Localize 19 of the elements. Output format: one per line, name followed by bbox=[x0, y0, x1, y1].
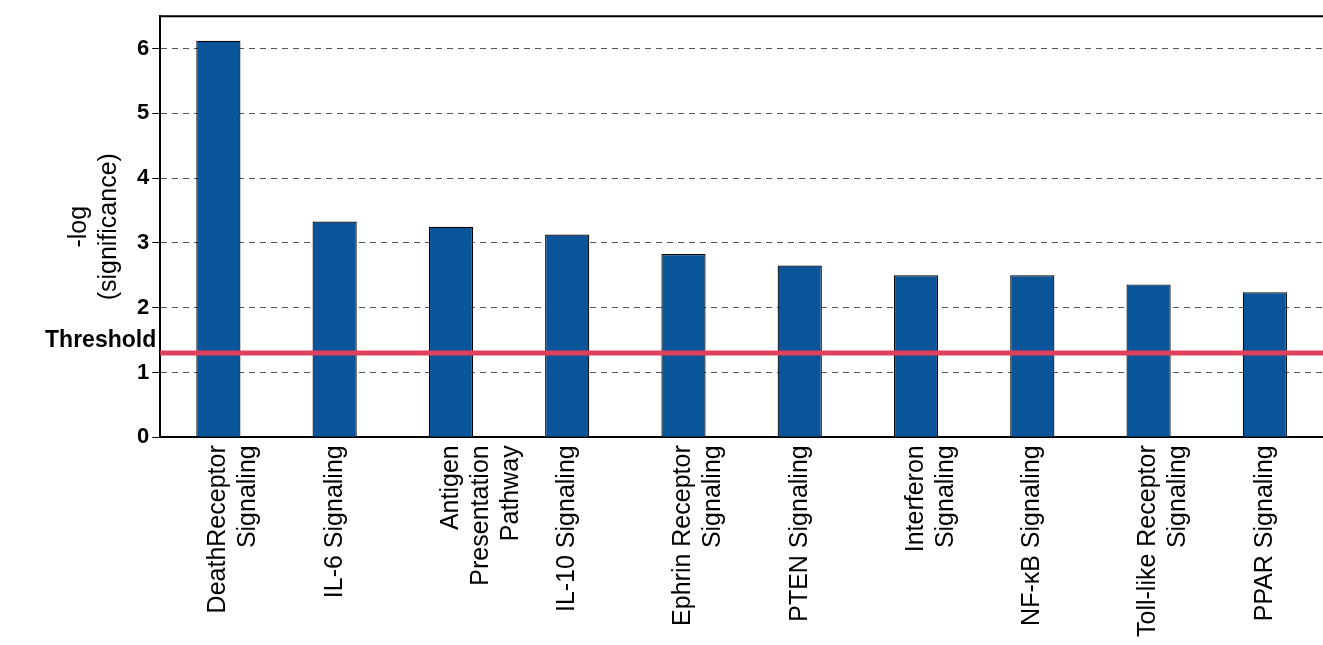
x-tick-label: PTEN Signaling bbox=[783, 445, 812, 622]
x-tick-label: IL-6 Signaling bbox=[318, 445, 347, 599]
y-tick-label: 6 bbox=[136, 34, 150, 60]
x-tick-label: NF-κB Signaling bbox=[1016, 445, 1045, 626]
x-tick-label: PPAR Signaling bbox=[1248, 445, 1277, 622]
x-tick-label: Antigen Presentation Pathway bbox=[434, 444, 523, 586]
x-tick-label: IL-10 Signaling bbox=[551, 445, 580, 613]
x-tick-label: DeathReceptor Signaling bbox=[202, 445, 261, 614]
x-tick-label: Interferon Signaling bbox=[899, 445, 958, 553]
y-tick-label: 5 bbox=[136, 99, 150, 125]
y-axis-title: -log (significance) bbox=[62, 153, 121, 301]
y-tick-label: 2 bbox=[136, 293, 150, 319]
ref-line-label: Threshold bbox=[45, 326, 157, 353]
y-tick-label: 1 bbox=[136, 358, 150, 384]
x-tick-label: Ephrin Receptor Signaling bbox=[667, 445, 726, 626]
y-tick-label: 3 bbox=[136, 228, 150, 254]
x-tick-label: Toll-like Receptor Signaling bbox=[1132, 445, 1191, 638]
y-tick-label: 4 bbox=[136, 164, 150, 190]
y-tick-label: 0 bbox=[136, 423, 150, 449]
